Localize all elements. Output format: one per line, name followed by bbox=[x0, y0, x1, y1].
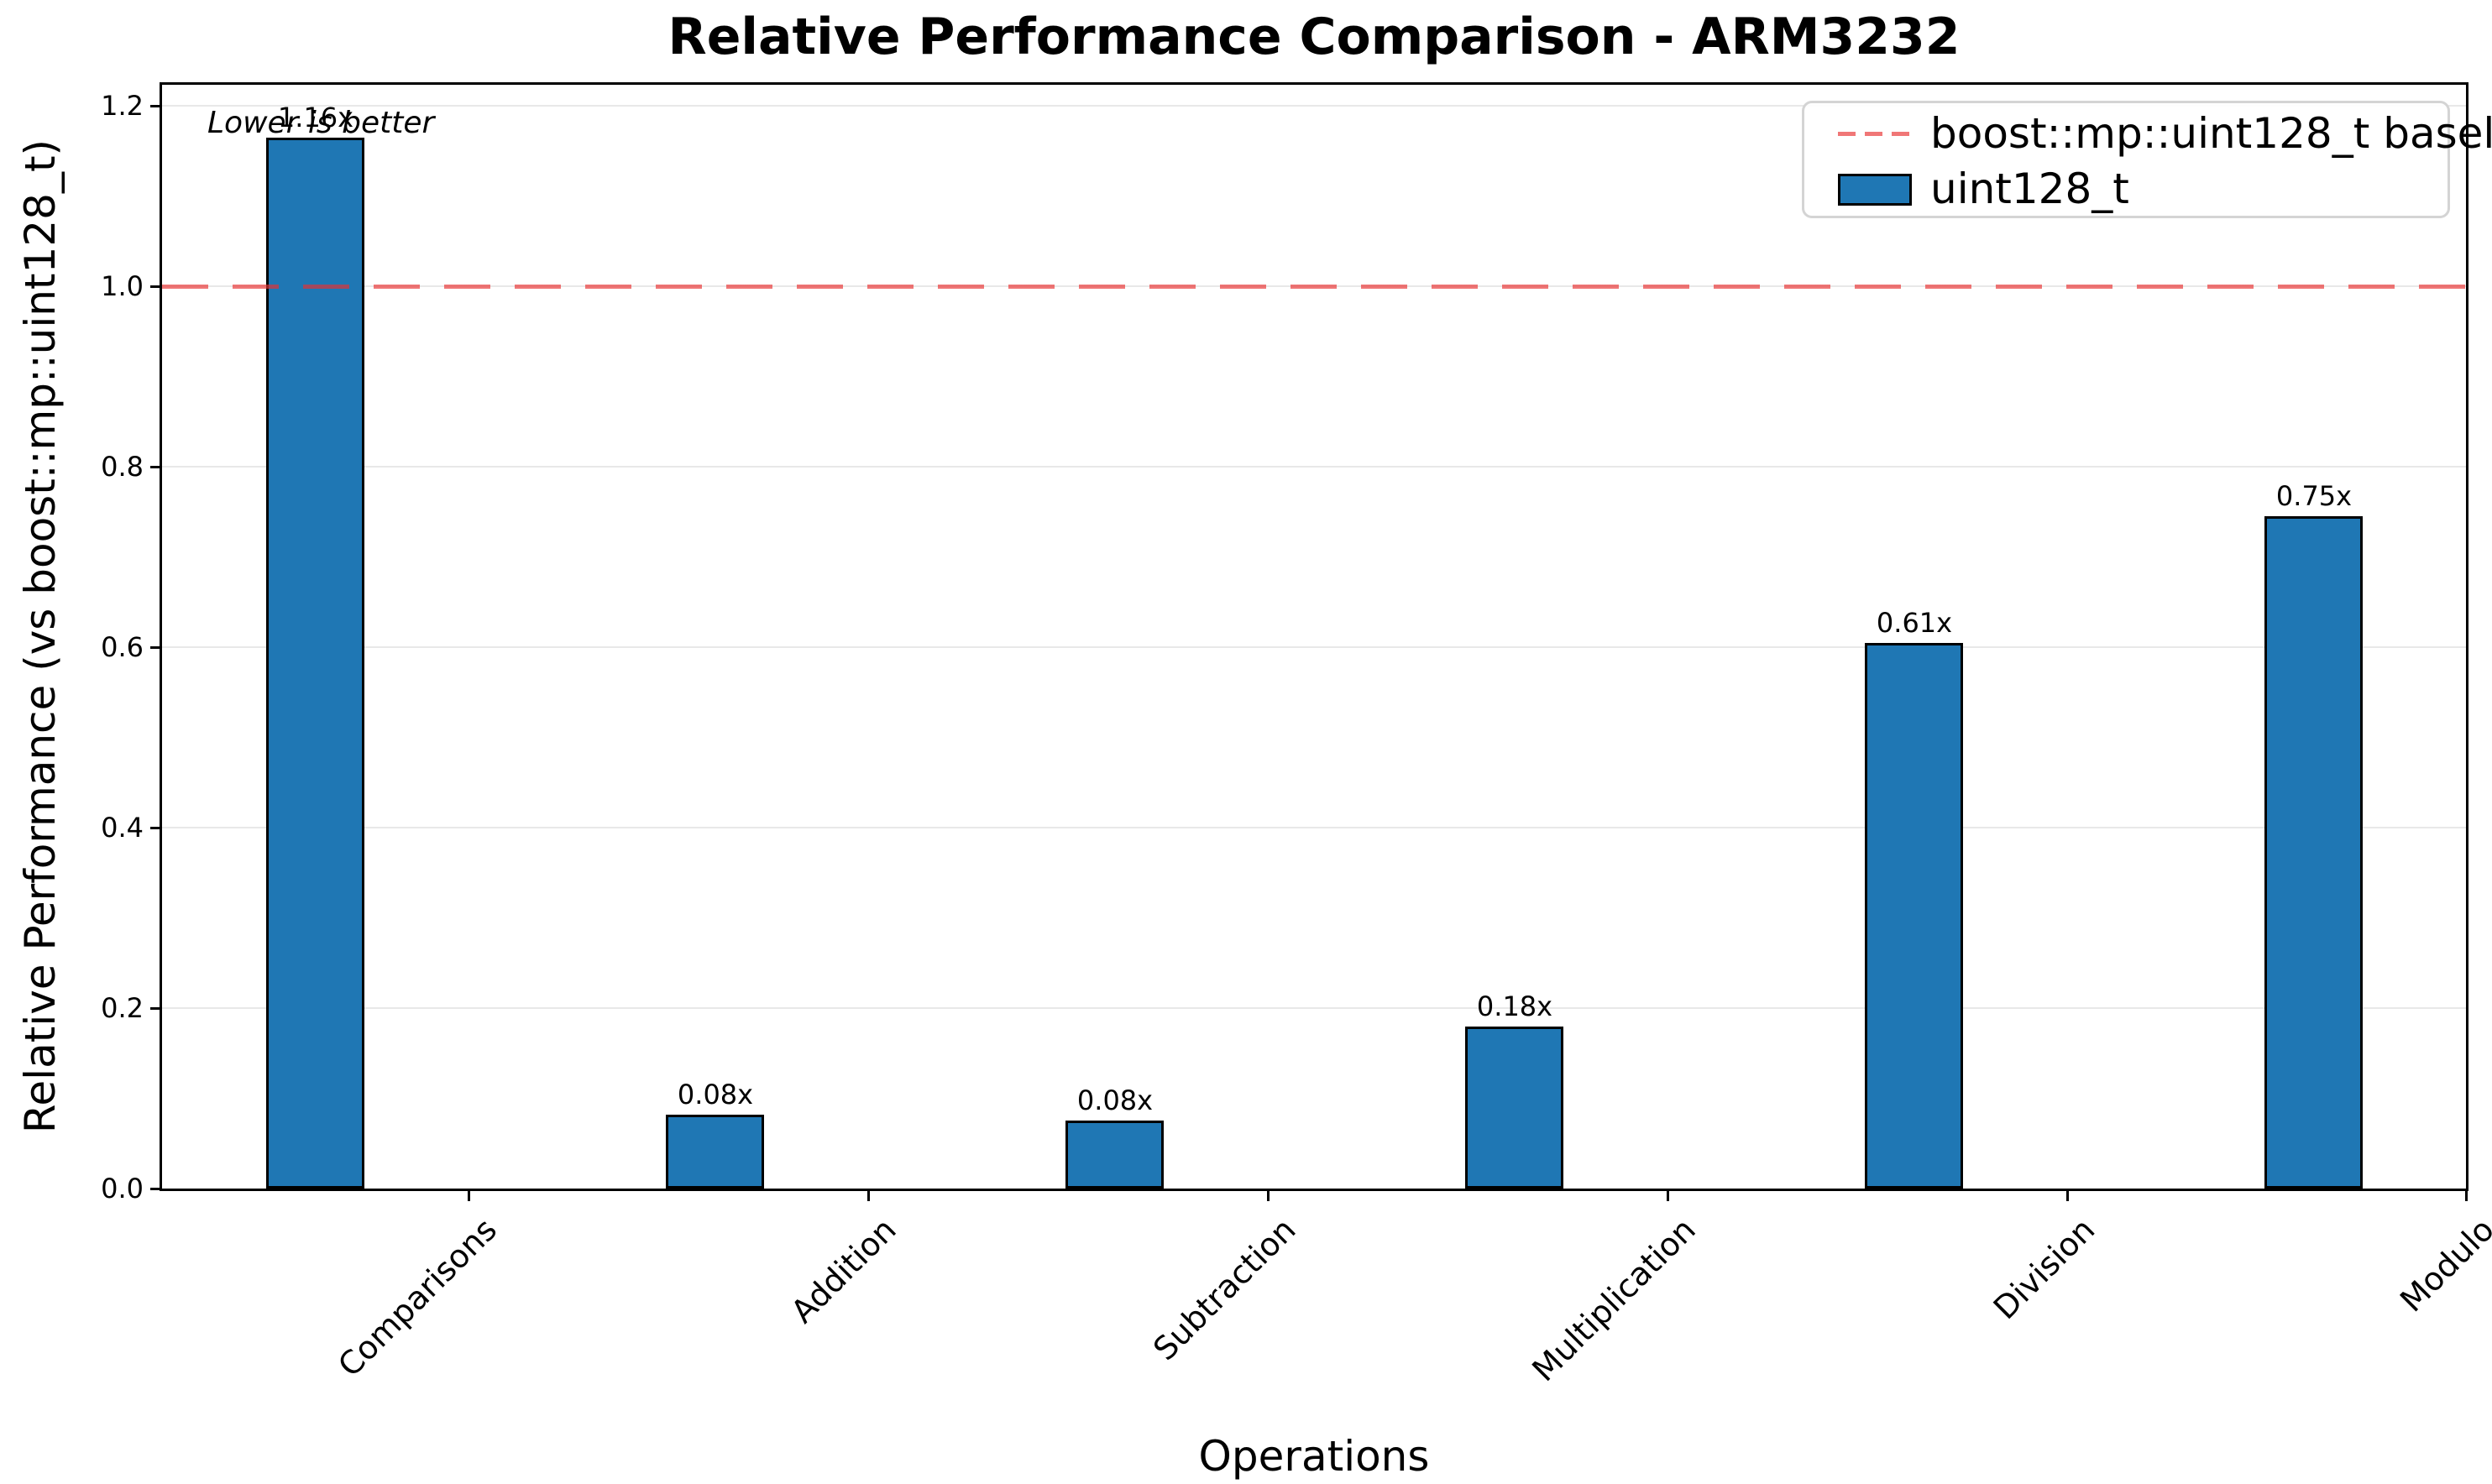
bar-value-label: 0.08x bbox=[1076, 1084, 1154, 1117]
legend-label-uint128: uint128_t bbox=[1930, 165, 2129, 213]
bar-modulo bbox=[2264, 516, 2363, 1189]
y-tick-mark bbox=[150, 827, 162, 829]
y-axis-label: Relative Performance (vs boost::mp::uint… bbox=[16, 138, 65, 1134]
legend-item-uint128: uint128_t bbox=[1804, 164, 2448, 214]
x-tick-mark bbox=[2465, 1189, 2468, 1201]
x-tick-label-multiplication: Multiplication bbox=[1525, 1210, 1703, 1389]
bar-value-label: 1.16x bbox=[277, 101, 354, 133]
bar-division bbox=[1865, 642, 1963, 1189]
gridline-y-1.2 bbox=[162, 105, 2466, 107]
x-tick-mark bbox=[1267, 1189, 1270, 1201]
y-tick-mark bbox=[150, 105, 162, 107]
chart-title: Relative Performance Comparison - ARM323… bbox=[668, 8, 1961, 66]
gridline-y-0.2 bbox=[162, 1007, 2466, 1009]
x-tick-mark bbox=[867, 1189, 870, 1201]
gridline-y-0.4 bbox=[162, 827, 2466, 828]
y-tick-label: 0.0 bbox=[101, 1173, 144, 1204]
y-tick-mark bbox=[150, 466, 162, 468]
plot-area-frame bbox=[160, 82, 2468, 1191]
x-tick-mark bbox=[468, 1189, 470, 1201]
y-tick-label: 0.6 bbox=[101, 631, 144, 663]
y-tick-mark bbox=[150, 1188, 162, 1190]
bar-value-label: 0.75x bbox=[2275, 480, 2353, 513]
bar-value-label: 0.08x bbox=[677, 1078, 754, 1110]
legend-label-baseline: boost::mp::uint128_t baseline bbox=[1930, 109, 2492, 158]
legend-item-baseline: boost::mp::uint128_t baseline bbox=[1804, 108, 2492, 159]
bar-value-label: 0.61x bbox=[1876, 606, 1953, 639]
bar-subtraction bbox=[1065, 1121, 1164, 1189]
bar-addition bbox=[666, 1114, 764, 1189]
x-tick-label-addition: Addition bbox=[783, 1210, 903, 1330]
y-tick-label: 1.0 bbox=[101, 270, 144, 302]
x-tick-label-comparisons: Comparisons bbox=[330, 1210, 504, 1384]
y-tick-label: 0.8 bbox=[101, 451, 144, 483]
bar-multiplication bbox=[1465, 1026, 1563, 1189]
x-axis-label: Operations bbox=[1198, 1432, 1430, 1481]
y-tick-label: 1.2 bbox=[101, 90, 144, 122]
annotation-lower-is-better: Lower is better bbox=[207, 106, 435, 140]
x-tick-mark bbox=[2066, 1189, 2069, 1201]
bar-value-label: 0.18x bbox=[1476, 990, 1553, 1022]
y-tick-mark bbox=[150, 1007, 162, 1010]
bar-comparisons bbox=[266, 137, 364, 1189]
legend: boost::mp::uint128_t baseline uint128_t bbox=[1802, 101, 2492, 218]
gridline-y-0.8 bbox=[162, 466, 2466, 468]
y-tick-label: 0.4 bbox=[101, 812, 144, 844]
x-tick-label-division: Division bbox=[1987, 1210, 2102, 1327]
gridline-y-0.6 bbox=[162, 646, 2466, 648]
y-tick-mark bbox=[150, 285, 162, 288]
baseline-dashed-line bbox=[162, 285, 2466, 289]
y-tick-label: 0.2 bbox=[101, 992, 144, 1024]
y-tick-mark bbox=[150, 646, 162, 649]
dashed-line-legend-marker bbox=[1838, 132, 1912, 136]
x-tick-mark bbox=[1667, 1189, 1669, 1201]
x-tick-label-subtraction: Subtraction bbox=[1146, 1210, 1303, 1368]
bar-patch-legend-marker bbox=[1838, 174, 1912, 206]
x-tick-label-modulo: Modulo bbox=[2393, 1210, 2492, 1319]
